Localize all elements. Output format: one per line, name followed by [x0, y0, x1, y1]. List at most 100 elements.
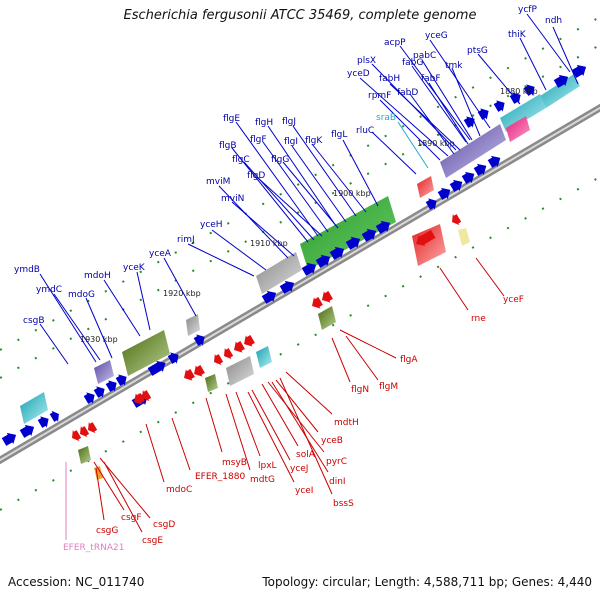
gene-label[interactable]: rpmF — [368, 91, 391, 101]
gene-label[interactable]: flgG — [271, 155, 289, 165]
gene-label[interactable]: csgG — [96, 526, 118, 536]
reverse-gene-arrow[interactable] — [221, 346, 234, 361]
gene-label[interactable]: flgE — [223, 114, 240, 124]
reverse-gene-arrow[interactable] — [413, 228, 437, 249]
forward-gene-arrow[interactable] — [315, 251, 334, 269]
gene-label[interactable]: flgI — [284, 137, 298, 147]
forward-gene-arrow[interactable] — [193, 331, 208, 347]
reverse-gene-arrow[interactable] — [139, 388, 152, 403]
forward-gene-arrow[interactable] — [279, 277, 298, 295]
forward-gene-arrow[interactable] — [19, 421, 38, 439]
forward-gene-arrow[interactable] — [93, 383, 108, 399]
reverse-gene-arrow[interactable] — [131, 391, 146, 407]
gene-label[interactable]: yceA — [149, 249, 172, 259]
forward-gene-arrow[interactable] — [425, 195, 440, 211]
forward-gene-arrow[interactable] — [375, 217, 394, 235]
reverse-gene-arrow[interactable] — [211, 352, 224, 367]
forward-gene-arrow[interactable] — [345, 233, 364, 251]
gene-label[interactable]: flgN — [351, 385, 369, 395]
trna-label[interactable]: EFER_tRNA21 — [63, 543, 124, 553]
gene-label[interactable]: fabF — [421, 74, 441, 84]
reverse-gene-arrow[interactable] — [231, 339, 246, 355]
gene-label[interactable]: flgJ — [282, 117, 296, 127]
gene-label[interactable]: mviM — [206, 177, 230, 187]
forward-gene-arrow[interactable] — [473, 160, 490, 177]
gene-label[interactable]: lpxL — [258, 461, 277, 471]
gene-label[interactable]: ndh — [545, 16, 562, 26]
gene-label[interactable]: flgM — [379, 382, 398, 392]
gene-label[interactable]: fabD — [397, 88, 418, 98]
gene-label[interactable]: yceJ — [290, 464, 308, 474]
gene-label[interactable]: ycfP — [518, 5, 537, 15]
gene-label[interactable]: yceG — [425, 31, 448, 41]
gene-label[interactable]: rne — [471, 314, 486, 324]
gene-label[interactable]: dinI — [329, 477, 346, 487]
forward-gene-arrow[interactable] — [105, 377, 120, 393]
gene-label[interactable]: plsX — [357, 56, 376, 66]
gene-label[interactable]: mdoC — [166, 485, 192, 495]
gene-label[interactable]: bssS — [333, 499, 354, 509]
forward-gene-arrow[interactable] — [167, 349, 182, 365]
gene-label[interactable]: flgA — [400, 355, 418, 365]
forward-gene-arrow[interactable] — [147, 357, 169, 377]
gene-label[interactable]: solA — [296, 450, 316, 460]
gene-label[interactable]: csgB — [23, 316, 45, 326]
gene-label[interactable]: csgE — [142, 536, 163, 546]
forward-gene-arrow[interactable] — [449, 176, 466, 193]
forward-gene-arrow[interactable] — [361, 225, 380, 243]
gene-label[interactable]: flgD — [247, 171, 265, 181]
reverse-gene-arrow[interactable] — [181, 367, 196, 383]
gene-label[interactable]: ymdB — [14, 265, 40, 275]
gene-label[interactable]: csgD — [153, 520, 175, 530]
forward-gene-arrow[interactable] — [523, 81, 538, 97]
gene-label[interactable]: mviN — [221, 194, 244, 204]
gene-label[interactable]: EFER_1880 — [195, 472, 245, 482]
gene-label[interactable]: mdoG — [68, 290, 95, 300]
gene-label[interactable]: csgF — [121, 513, 142, 523]
gene-label[interactable]: flgB — [219, 141, 237, 151]
forward-gene-arrow[interactable] — [461, 168, 478, 185]
forward-gene-arrow[interactable] — [329, 243, 348, 261]
gene-label[interactable]: ptsG — [467, 46, 488, 56]
forward-gene-arrow[interactable] — [261, 287, 280, 305]
forward-gene-arrow[interactable] — [49, 408, 62, 423]
gene-label[interactable]: pabC — [413, 51, 436, 61]
forward-gene-arrow[interactable] — [571, 61, 590, 79]
forward-gene-arrow[interactable] — [437, 184, 454, 201]
gene-label[interactable]: yceH — [200, 220, 223, 230]
gene-label[interactable]: msyB — [222, 458, 247, 468]
gene-label[interactable]: flgK — [305, 136, 323, 146]
forward-gene-arrow[interactable] — [487, 152, 504, 169]
reverse-gene-arrow[interactable] — [85, 420, 98, 435]
gene-label[interactable]: tmk — [445, 61, 463, 71]
gene-label[interactable]: yceB — [321, 436, 343, 446]
forward-gene-arrow[interactable] — [301, 259, 320, 277]
gene-label[interactable]: mdoH — [84, 271, 111, 281]
rna-label[interactable]: sraB — [376, 113, 396, 123]
gene-label[interactable]: flgC — [232, 155, 250, 165]
gene-label[interactable]: yceK — [123, 263, 146, 273]
reverse-gene-arrow[interactable] — [309, 295, 324, 311]
gene-label[interactable]: flgH — [255, 118, 273, 128]
gene-label[interactable]: flgF — [250, 135, 267, 145]
gene-label[interactable]: pyrC — [326, 457, 347, 467]
forward-gene-arrow[interactable] — [553, 71, 572, 89]
reverse-gene-arrow[interactable] — [241, 333, 256, 349]
reverse-gene-arrow[interactable] — [449, 212, 462, 227]
gene-label[interactable]: ymdC — [36, 285, 62, 295]
gene-label[interactable]: acpP — [384, 38, 406, 48]
forward-gene-arrow[interactable] — [1, 429, 20, 447]
reverse-gene-arrow[interactable] — [319, 289, 334, 305]
gene-label[interactable]: thiK — [508, 30, 527, 40]
gene-label[interactable]: yceI — [295, 486, 313, 496]
gene-label[interactable]: fabG — [402, 58, 423, 68]
gene-label[interactable]: mdtH — [334, 418, 359, 428]
reverse-gene-arrow[interactable] — [69, 428, 82, 443]
forward-gene-arrow[interactable] — [83, 389, 98, 405]
gene-label[interactable]: rluC — [356, 126, 374, 136]
reverse-gene-arrow[interactable] — [191, 363, 206, 379]
forward-gene-arrow[interactable] — [477, 105, 492, 121]
gene-label[interactable]: yceD — [347, 69, 370, 79]
gene-label[interactable]: flgL — [331, 130, 347, 140]
gene-label[interactable]: mdtG — [250, 475, 275, 485]
